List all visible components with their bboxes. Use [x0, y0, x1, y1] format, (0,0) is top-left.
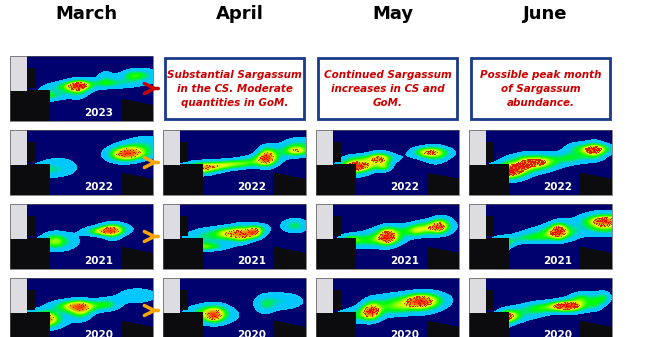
- Bar: [316, 204, 459, 269]
- Text: Substantial Sargassum
in the CS. Moderate
quantities in GoM.: Substantial Sargassum in the CS. Moderat…: [167, 69, 302, 108]
- Bar: [469, 130, 612, 195]
- Text: 2021: 2021: [543, 256, 572, 266]
- Text: April: April: [215, 5, 263, 23]
- FancyBboxPatch shape: [471, 58, 610, 119]
- Bar: [10, 130, 153, 195]
- Text: 2021: 2021: [237, 256, 266, 266]
- Bar: [469, 204, 612, 269]
- Bar: [10, 278, 153, 337]
- Text: June: June: [523, 5, 568, 23]
- Text: 2021: 2021: [84, 256, 113, 266]
- Bar: [10, 56, 153, 121]
- Text: 2021: 2021: [390, 256, 419, 266]
- Text: May: May: [372, 5, 413, 23]
- Text: 2020: 2020: [543, 330, 572, 337]
- Bar: [163, 130, 306, 195]
- Text: 2020: 2020: [84, 330, 113, 337]
- Bar: [163, 278, 306, 337]
- Text: 2020: 2020: [390, 330, 419, 337]
- Text: 2022: 2022: [237, 182, 266, 192]
- Text: Possible peak month
of Sargassum
abundance.: Possible peak month of Sargassum abundan…: [480, 69, 601, 108]
- Bar: [469, 278, 612, 337]
- Text: 2022: 2022: [543, 182, 572, 192]
- FancyBboxPatch shape: [165, 58, 304, 119]
- Bar: [316, 130, 459, 195]
- Bar: [163, 204, 306, 269]
- Text: Continued Sargassum
increases in CS and
GoM.: Continued Sargassum increases in CS and …: [324, 69, 452, 108]
- Bar: [10, 204, 153, 269]
- Text: 2020: 2020: [237, 330, 266, 337]
- FancyBboxPatch shape: [318, 58, 457, 119]
- Bar: [316, 278, 459, 337]
- Text: 2022: 2022: [84, 182, 113, 192]
- Text: 2022: 2022: [390, 182, 419, 192]
- Text: 2023: 2023: [84, 108, 113, 118]
- Text: March: March: [55, 5, 117, 23]
